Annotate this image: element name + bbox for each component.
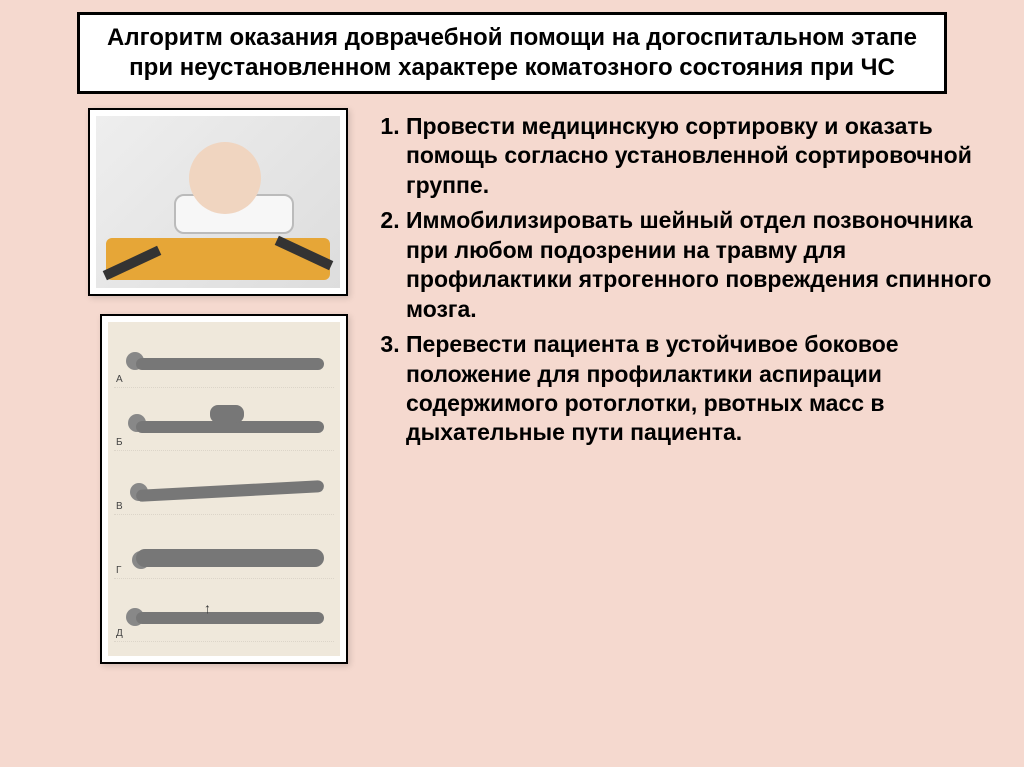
title-box: Алгоритм оказания доврачебной помощи на … <box>77 12 946 94</box>
steps-list: Провести медицинскую сортировку и оказат… <box>372 112 996 448</box>
content-row: А Б В Г <box>18 108 1006 664</box>
step-item: Иммобилизировать шейный отдел позвоночни… <box>406 206 996 324</box>
arrow-icon: ↑ <box>204 600 211 616</box>
step-item: Перевести пациента в устойчивое боковое … <box>406 330 996 448</box>
text-column: Провести медицинскую сортировку и оказат… <box>372 108 996 664</box>
pose-row: ↑ Д <box>114 590 334 642</box>
pose-label: Б <box>116 437 123 448</box>
pose-row: Г <box>114 527 334 579</box>
image-frame-bottom: А Б В Г <box>100 314 348 664</box>
figure-body-shape <box>136 549 324 567</box>
pose-label: В <box>116 501 123 512</box>
images-column: А Б В Г <box>28 108 348 664</box>
pose-row: В <box>114 463 334 515</box>
pose-row: А <box>114 336 334 388</box>
recovery-position-diagram: А Б В Г <box>108 322 340 656</box>
figure-body-shape <box>136 358 324 370</box>
step-item: Провести медицинскую сортировку и оказат… <box>406 112 996 200</box>
figure-body-shape <box>136 480 324 502</box>
figure-knee-shape <box>210 405 244 423</box>
figure-body-shape <box>136 612 324 624</box>
figure-body-shape <box>136 421 324 433</box>
image-frame-top <box>88 108 348 296</box>
pose-row: Б <box>114 399 334 451</box>
pose-label: Д <box>116 628 123 639</box>
pose-label: Г <box>116 565 121 576</box>
patient-head-shape <box>189 142 261 214</box>
slide-title: Алгоритм оказания доврачебной помощи на … <box>100 23 923 83</box>
patient-stretcher-photo <box>96 116 340 288</box>
pose-label: А <box>116 374 123 385</box>
